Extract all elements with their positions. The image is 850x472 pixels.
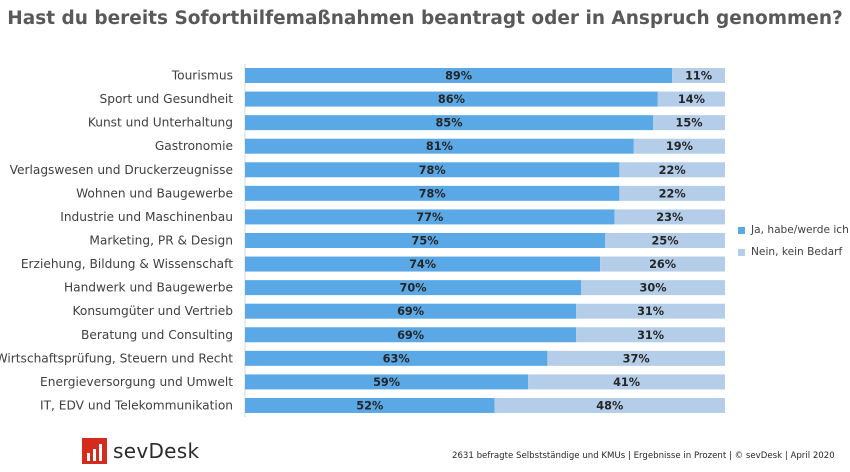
bar-nein-row-6 — [619, 185, 725, 201]
value-label-ja-row-2: 86% — [438, 93, 465, 106]
bar-nein-row-8 — [605, 232, 725, 248]
value-label-nein-row-6: 22% — [659, 187, 686, 200]
category-label-row-14: Energieversorgung und Umwelt — [40, 375, 233, 389]
bar-ja-row-15 — [245, 397, 495, 413]
bar-nein-row-12 — [576, 327, 725, 343]
value-label-ja-row-3: 85% — [435, 117, 462, 130]
category-label-row-10: Handwerk und Baugewerbe — [64, 281, 233, 295]
value-label-nein-row-13: 37% — [623, 352, 650, 365]
bar-nein-row-4 — [633, 138, 725, 154]
value-label-nein-row-1: 11% — [685, 70, 712, 83]
value-label-nein-row-4: 19% — [666, 140, 693, 153]
category-label-row-6: Wohnen und Baugewerbe — [76, 186, 233, 200]
value-label-ja-row-1: 89% — [445, 70, 472, 83]
bar-ja-row-8 — [245, 232, 605, 248]
bar-ja-row-9 — [245, 256, 601, 272]
value-label-ja-row-6: 78% — [419, 187, 446, 200]
category-label-row-2: Sport und Gesundheit — [99, 92, 233, 106]
legend-label-ja: Ja, habe/werde ich — [751, 224, 849, 236]
category-label-row-5: Verlagswesen und Druckerzeugnisse — [10, 163, 233, 177]
value-label-nein-row-5: 22% — [659, 164, 686, 177]
category-label-row-4: Gastronomie — [155, 139, 233, 153]
value-label-ja-row-15: 52% — [356, 399, 383, 412]
bar-ja-row-10 — [245, 280, 581, 296]
value-label-nein-row-2: 14% — [678, 93, 705, 106]
value-label-ja-row-10: 70% — [399, 282, 426, 295]
bar-nein-row-10 — [581, 280, 725, 296]
value-label-nein-row-3: 15% — [675, 117, 702, 130]
value-label-ja-row-13: 63% — [383, 352, 410, 365]
bar-nein-row-13 — [547, 350, 725, 366]
legend-label-nein: Nein, kein Bedarf — [751, 246, 843, 258]
bar-ja-row-7 — [245, 209, 615, 225]
category-label-row-13: Wirtschaftsprüfung, Steuern und Recht — [0, 351, 233, 365]
category-label-row-9: Erziehung, Bildung & Wissenschaft — [21, 257, 233, 271]
value-label-ja-row-12: 69% — [397, 329, 424, 342]
value-label-ja-row-14: 59% — [373, 376, 400, 389]
category-label-row-12: Beratung und Consulting — [81, 328, 233, 342]
sevdesk-logo: sevDesk — [82, 438, 199, 464]
bar-ja-row-13 — [245, 350, 548, 366]
value-label-nein-row-14: 41% — [613, 376, 640, 389]
value-label-ja-row-4: 81% — [426, 140, 453, 153]
brand-name: sevDesk — [113, 439, 200, 463]
chart-title: Hast du bereits Soforthilfemaßnahmen bea… — [7, 8, 843, 29]
bar-nein-row-5 — [619, 162, 725, 178]
category-label-row-7: Industrie und Maschinenbau — [60, 210, 233, 224]
bar-ja-row-1 — [245, 68, 673, 83]
bar-nein-row-2 — [657, 91, 725, 107]
value-label-nein-row-10: 30% — [639, 282, 666, 295]
sevdesk-logo-icon — [82, 438, 107, 464]
value-label-nein-row-9: 26% — [649, 258, 676, 271]
value-label-nein-row-15: 48% — [596, 399, 623, 412]
legend: Ja, habe/werde ich Nein, kein Bedarf — [738, 224, 849, 268]
value-label-nein-row-11: 31% — [637, 305, 664, 318]
bar-ja-row-2 — [245, 91, 658, 107]
category-label-row-1: Tourismus — [171, 69, 233, 83]
bar-nein-row-7 — [614, 209, 725, 225]
bar-ja-row-4 — [245, 138, 634, 154]
value-label-nein-row-7: 23% — [656, 211, 683, 224]
category-label-row-15: IT, EDV und Telekommunikation — [40, 398, 233, 412]
bar-nein-row-3 — [653, 115, 725, 131]
category-label-row-3: Kunst und Unterhaltung — [88, 116, 233, 130]
bar-nein-row-1 — [672, 68, 725, 83]
bar-nein-row-9 — [600, 256, 725, 272]
bar-ja-row-5 — [245, 162, 620, 178]
bar-ja-row-6 — [245, 185, 620, 201]
bar-ja-row-12 — [245, 327, 577, 343]
value-label-ja-row-5: 78% — [419, 164, 446, 177]
value-label-ja-row-7: 77% — [416, 211, 443, 224]
value-label-ja-row-11: 69% — [397, 305, 424, 318]
legend-item-nein: Nein, kein Bedarf — [738, 246, 849, 258]
bar-ja-row-11 — [245, 303, 577, 319]
category-label-row-11: Konsumgüter und Vertrieb — [72, 304, 233, 318]
legend-swatch-ja — [738, 226, 745, 234]
bar-nein-row-15 — [494, 397, 725, 413]
bar-ja-row-14 — [245, 374, 529, 390]
bar-nein-row-14 — [528, 374, 725, 390]
value-label-nein-row-12: 31% — [637, 329, 664, 342]
footer-note: 2631 befragte Selbstständige und KMUs | … — [452, 451, 835, 461]
category-label-row-8: Marketing, PR & Design — [89, 233, 233, 247]
legend-swatch-nein — [738, 248, 745, 256]
bar-nein-row-11 — [576, 303, 725, 319]
value-label-ja-row-9: 74% — [409, 258, 436, 271]
bar-ja-row-3 — [245, 115, 653, 131]
value-label-ja-row-8: 75% — [411, 234, 438, 247]
legend-item-ja: Ja, habe/werde ich — [738, 224, 849, 236]
value-label-nein-row-8: 25% — [651, 234, 678, 247]
